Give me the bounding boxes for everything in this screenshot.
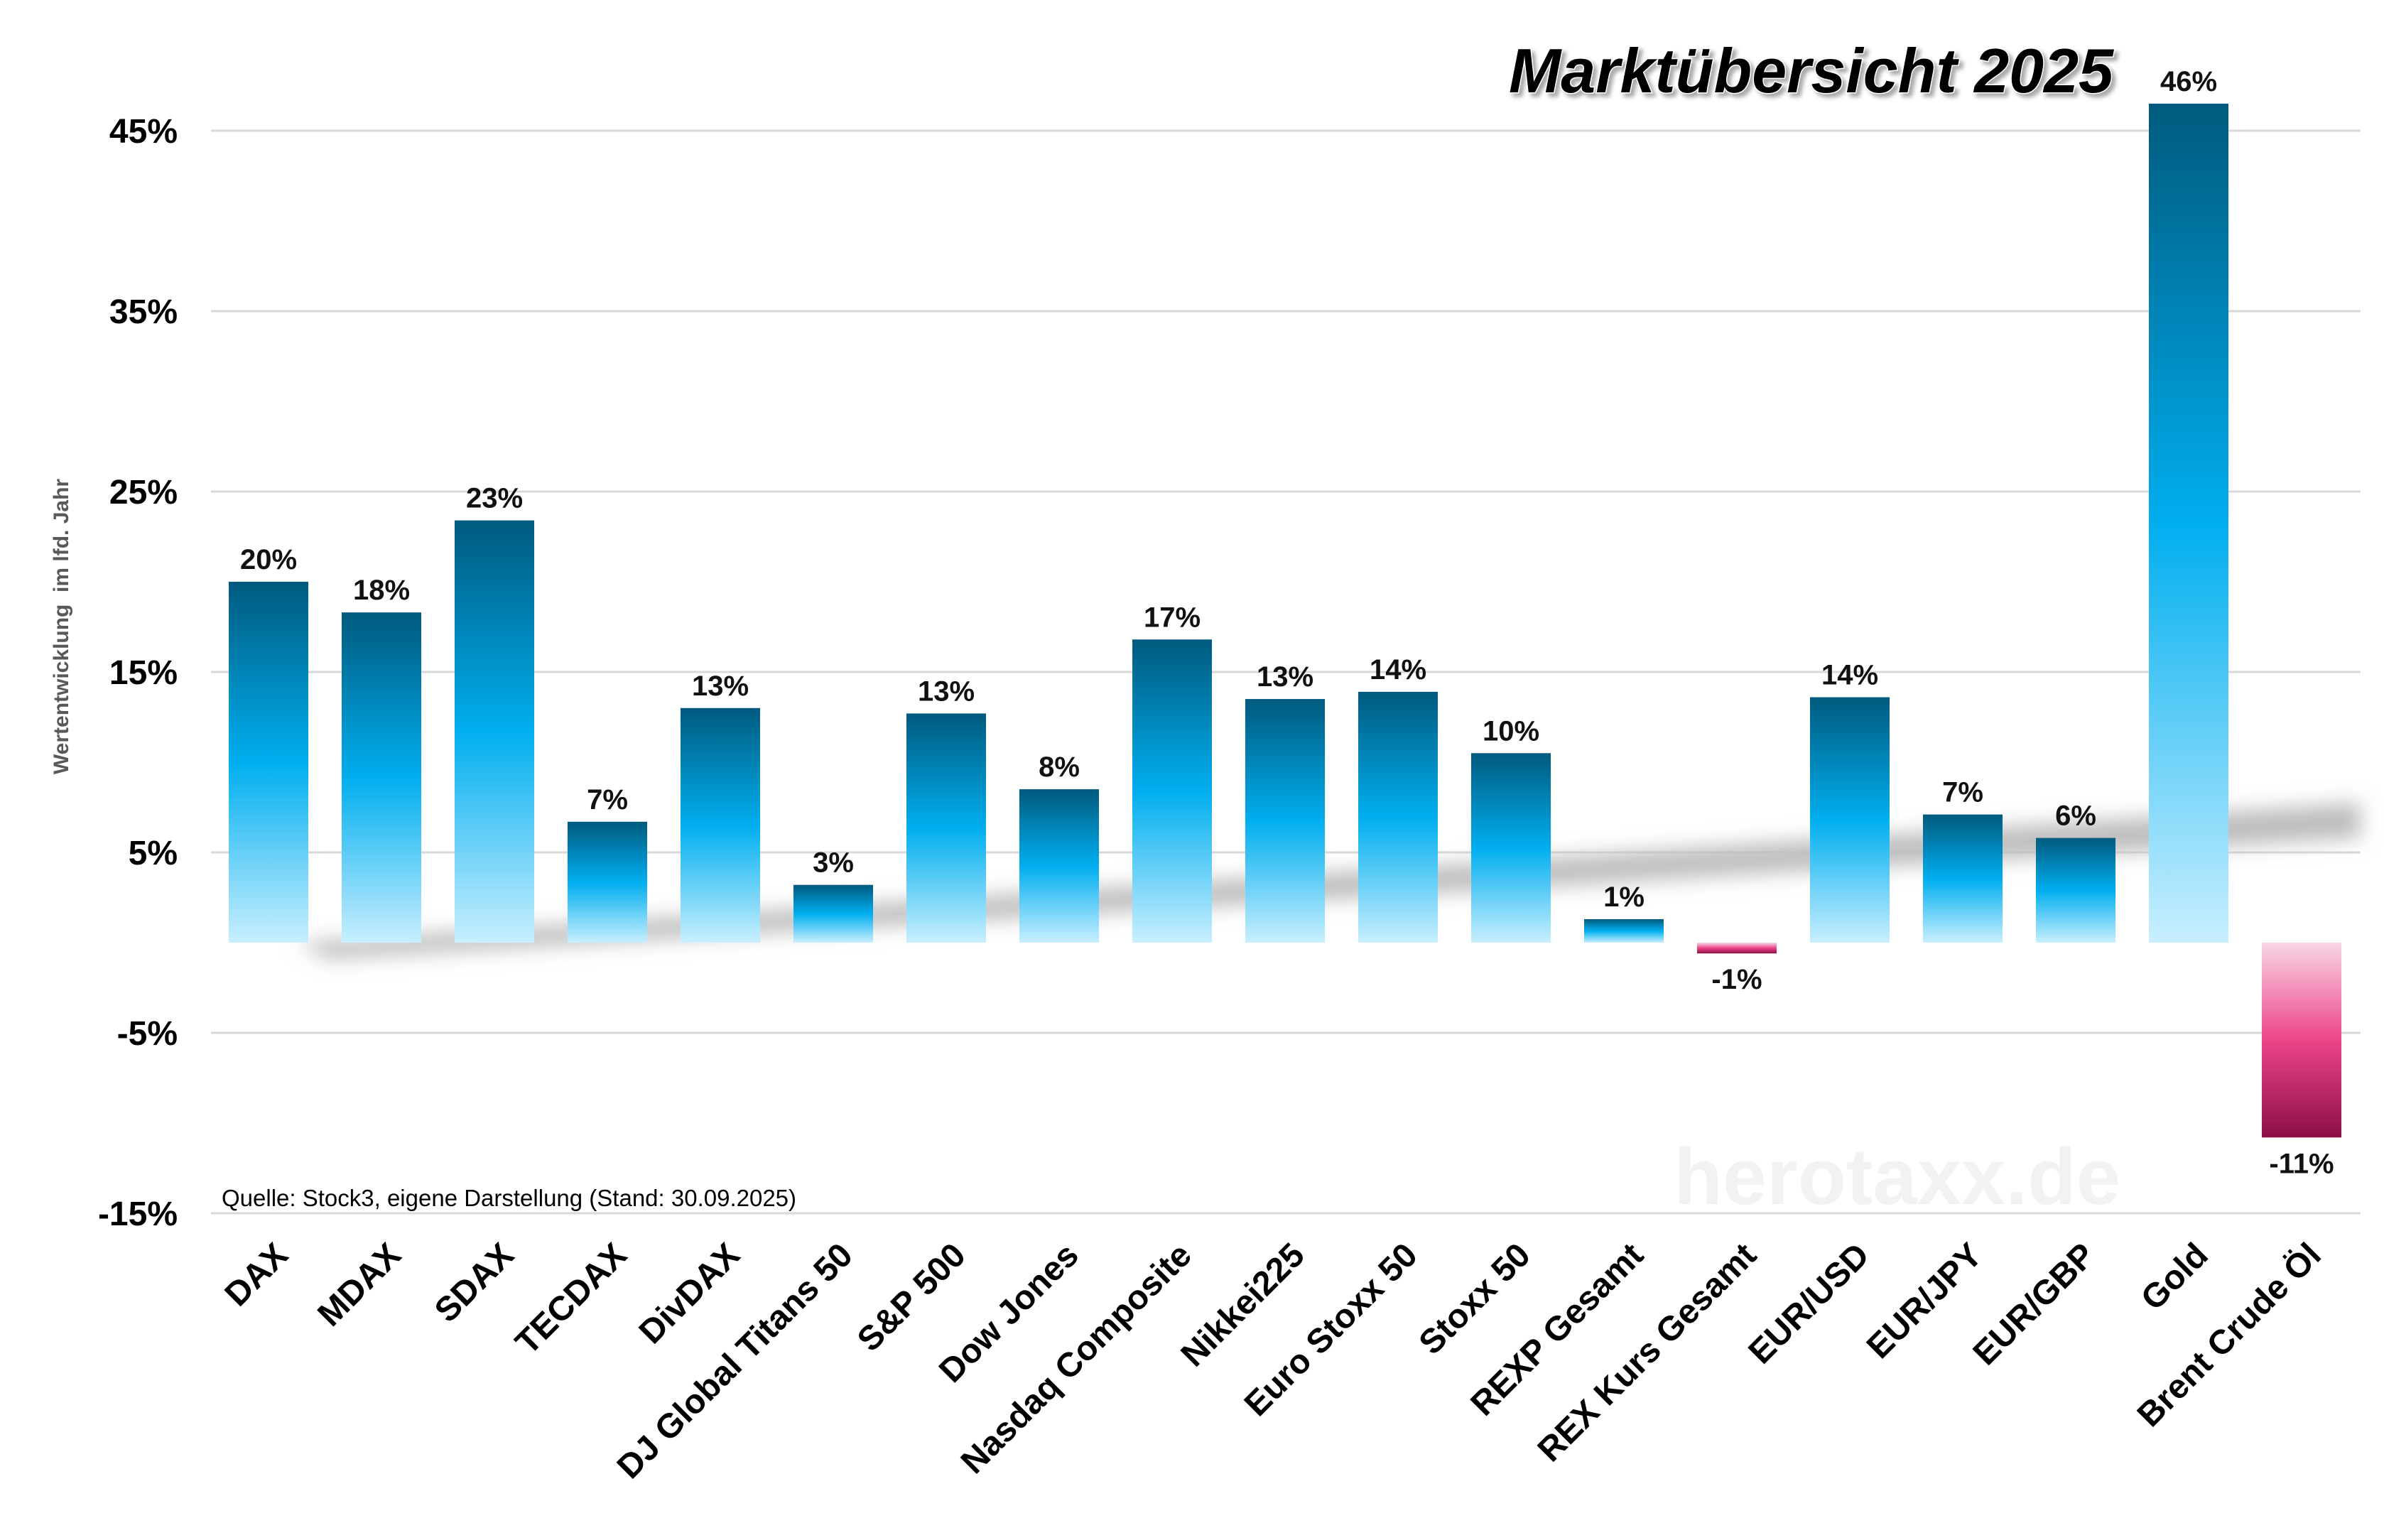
value-label: 8% xyxy=(1039,752,1080,783)
value-label: 13% xyxy=(918,676,975,707)
value-label: 3% xyxy=(813,847,854,879)
bar xyxy=(1471,753,1551,943)
bar xyxy=(1923,814,2003,943)
bar xyxy=(1245,699,1325,943)
category-label: EUR/USD xyxy=(1742,1236,1877,1371)
value-label: 10% xyxy=(1483,715,1539,747)
bar xyxy=(229,582,308,943)
value-label: -11% xyxy=(2269,1148,2334,1179)
bars xyxy=(229,103,2341,1138)
value-label: 14% xyxy=(1821,660,1878,691)
bar xyxy=(2149,103,2228,943)
bar xyxy=(793,884,873,943)
value-labels: 20% 18% 23% 7% 13% 3% 13% 8% 17% 13% 14% 10% 1% -1% 14… xyxy=(240,66,2334,1179)
bar xyxy=(1584,918,1664,943)
source-note: Quelle: Stock3, eigene Darstellung (Stan… xyxy=(222,1185,796,1211)
value-label: 13% xyxy=(1257,661,1313,693)
bar xyxy=(342,612,421,943)
value-label: 7% xyxy=(1942,777,1983,808)
bar xyxy=(1132,639,1212,943)
category-label: MDAX xyxy=(310,1236,408,1333)
y-tick-label: 25% xyxy=(109,474,178,511)
value-label: 6% xyxy=(2055,801,2096,832)
category-label: Nasdaq Composite xyxy=(954,1236,1199,1481)
y-tick-label: 35% xyxy=(109,293,178,331)
bar xyxy=(1019,789,1099,943)
bar xyxy=(2262,943,2341,1138)
bar xyxy=(1810,697,1890,943)
category-label: TECDAX xyxy=(509,1236,634,1362)
value-label: 7% xyxy=(587,784,628,815)
bar xyxy=(681,707,760,943)
category-label: SDAX xyxy=(428,1236,521,1330)
value-label: 18% xyxy=(353,575,410,606)
bar xyxy=(568,821,647,943)
value-label: 14% xyxy=(1370,654,1426,685)
value-label: -1% xyxy=(1711,964,1762,995)
category-label: DAX xyxy=(218,1236,296,1313)
bar xyxy=(1697,943,1777,954)
y-tick-labels: 45% 35% 25% 15% 5% -5% -15% xyxy=(98,113,178,1233)
y-tick-label: -15% xyxy=(98,1195,178,1233)
bar xyxy=(2036,837,2115,943)
category-label: Gold xyxy=(2134,1236,2216,1318)
y-tick-label: 45% xyxy=(109,113,178,151)
y-axis-label: Wertentwicklung im lfd. Jahr xyxy=(50,479,73,775)
value-label: 46% xyxy=(2160,66,2217,97)
watermark: herotaxx.de xyxy=(1674,1132,2120,1221)
bar xyxy=(906,713,986,943)
category-label: REX Kurs Gesamt xyxy=(1531,1236,1764,1469)
y-tick-label: 15% xyxy=(109,654,178,692)
value-label: 20% xyxy=(240,544,297,575)
value-label: 17% xyxy=(1144,602,1201,633)
value-label: 1% xyxy=(1603,882,1645,913)
bar xyxy=(1358,691,1438,943)
y-tick-label: 5% xyxy=(129,835,178,872)
category-label: EUR/GBP xyxy=(1966,1236,2103,1372)
value-label: 13% xyxy=(692,671,749,702)
y-tick-label: -5% xyxy=(117,1015,178,1053)
category-label: DivDAX xyxy=(632,1236,747,1351)
bar xyxy=(455,520,534,943)
value-label: 23% xyxy=(466,483,523,514)
chart-title: Marktübersicht 2025 xyxy=(1509,36,2114,106)
